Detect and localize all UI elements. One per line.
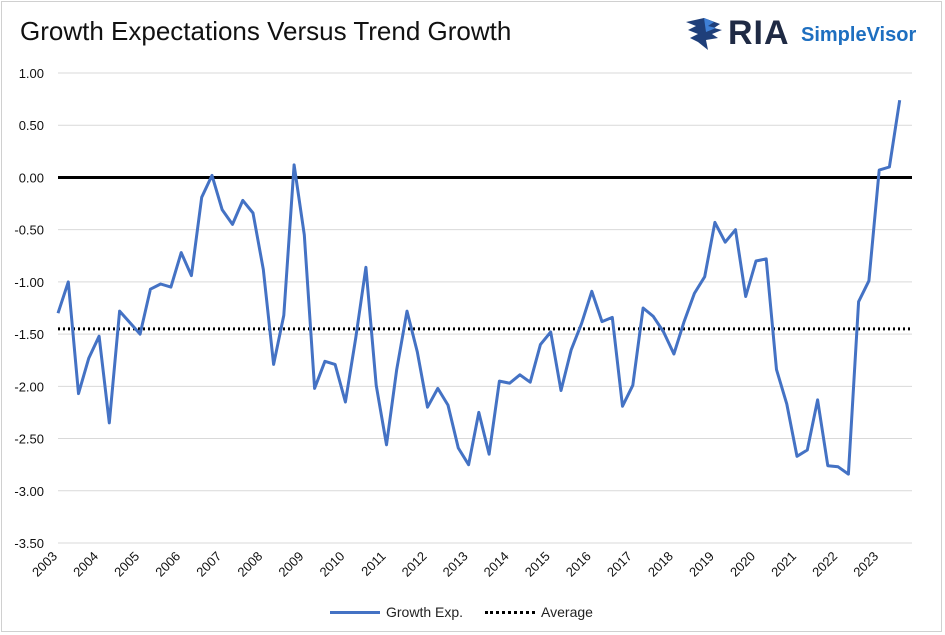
- y-tick-label: -2.50: [14, 432, 44, 447]
- x-tick-label: 2021: [768, 549, 799, 580]
- x-tick-label: 2004: [70, 549, 101, 580]
- legend-swatch-dotted: [485, 610, 536, 614]
- y-tick-label: -1.50: [14, 327, 44, 342]
- growth-exp-line: [56, 99, 902, 476]
- x-tick-label: 2017: [604, 549, 635, 580]
- x-tick-label: 2010: [316, 549, 347, 580]
- logo-ria-text: RIA: [728, 14, 790, 52]
- x-tick-label: 2019: [686, 549, 717, 580]
- x-tick-label: 2007: [193, 549, 224, 580]
- x-tick-label: 2014: [481, 549, 512, 580]
- x-tick-label: 2020: [727, 549, 758, 580]
- x-tick-label: 2003: [29, 549, 60, 580]
- x-tick-label: 2008: [234, 549, 265, 580]
- x-tick-label: 2011: [358, 549, 388, 579]
- legend-label-average: Average: [541, 604, 593, 620]
- logo-simplevisor-text: SimpleVisor: [801, 24, 917, 46]
- legend-swatch-solid: [330, 610, 380, 614]
- y-tick-label: 1.00: [19, 66, 44, 81]
- y-tick-label: 0.00: [19, 170, 44, 185]
- series-lines: [56, 99, 912, 476]
- brand-logo: RIA SimpleVisor: [684, 12, 929, 56]
- x-tick-label: 2022: [809, 549, 840, 580]
- x-tick-label: 2009: [275, 549, 306, 580]
- legend-item-average: Average: [485, 604, 593, 620]
- gridlines: [58, 72, 912, 544]
- y-tick-label: -2.00: [14, 379, 44, 394]
- x-tick-label: 2005: [111, 549, 142, 580]
- y-axis-tick-labels: 1.00 0.50 0.00 -0.50 -1.00 -1.50 -2.00 -2.50 -3.…: [14, 66, 44, 551]
- x-axis-tick-labels: 2003 2004 2005 2006 2007 2008 2009 2010 2011 2012…: [29, 549, 881, 580]
- legend: Growth Exp. Average: [330, 604, 615, 620]
- eagle-logo-icon: [686, 18, 722, 50]
- y-tick-label: 0.50: [19, 118, 44, 133]
- y-tick-label: -3.00: [14, 484, 44, 499]
- x-tick-label: 2012: [399, 549, 430, 580]
- x-tick-label: 2023: [850, 549, 881, 580]
- x-tick-label: 2013: [440, 549, 471, 580]
- chart-title: Growth Expectations Versus Trend Growth: [20, 16, 512, 46]
- x-tick-label: 2015: [522, 549, 553, 580]
- y-tick-label: -1.00: [14, 275, 44, 290]
- x-tick-label: 2018: [645, 549, 676, 580]
- x-tick-label: 2006: [152, 549, 183, 580]
- x-tick-label: 2016: [563, 549, 594, 580]
- y-tick-label: -0.50: [14, 223, 44, 238]
- y-tick-label: -3.50: [14, 536, 44, 551]
- legend-item-growth-exp: Growth Exp.: [330, 604, 463, 620]
- legend-label-growth-exp: Growth Exp.: [386, 604, 464, 620]
